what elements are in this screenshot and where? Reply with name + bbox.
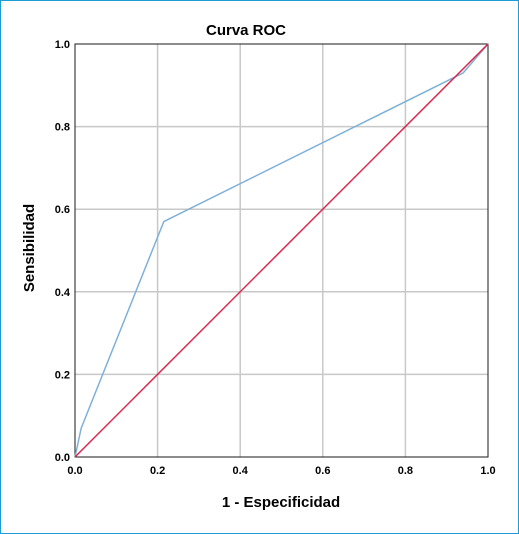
y-tick-label: 0.2: [55, 369, 70, 381]
x-axis-label: 1 - Especificidad: [222, 494, 340, 511]
x-tick-label: 1.0: [480, 465, 495, 477]
x-tick-label: 0.8: [398, 465, 413, 477]
series-line-1: [74, 43, 489, 458]
plot-border: [74, 43, 489, 458]
x-tick-label: 0.4: [233, 465, 249, 477]
x-tick-label: 0.6: [315, 465, 330, 477]
grid: [75, 44, 488, 457]
chart-title: Curva ROC: [206, 22, 286, 39]
series-group: [74, 43, 489, 458]
y-tick-label: 0.4: [55, 287, 71, 299]
y-axis-label: Sensibilidad: [21, 204, 38, 292]
x-tick-label: 0.2: [150, 465, 165, 477]
y-tick-label: 0.6: [55, 204, 70, 216]
y-tick-label: 1.0: [55, 39, 70, 51]
series-line-2: [74, 43, 489, 458]
y-tick-label: 0.0: [55, 452, 70, 464]
x-axis-ticks: 0.0 0.2 0.4 0.6 0.8 1.0: [67, 465, 495, 477]
x-tick-label: 0.0: [67, 465, 82, 477]
y-axis-ticks: 0.0 0.2 0.4 0.6 0.8 1.0: [55, 39, 71, 464]
y-tick-label: 0.8: [55, 122, 70, 134]
